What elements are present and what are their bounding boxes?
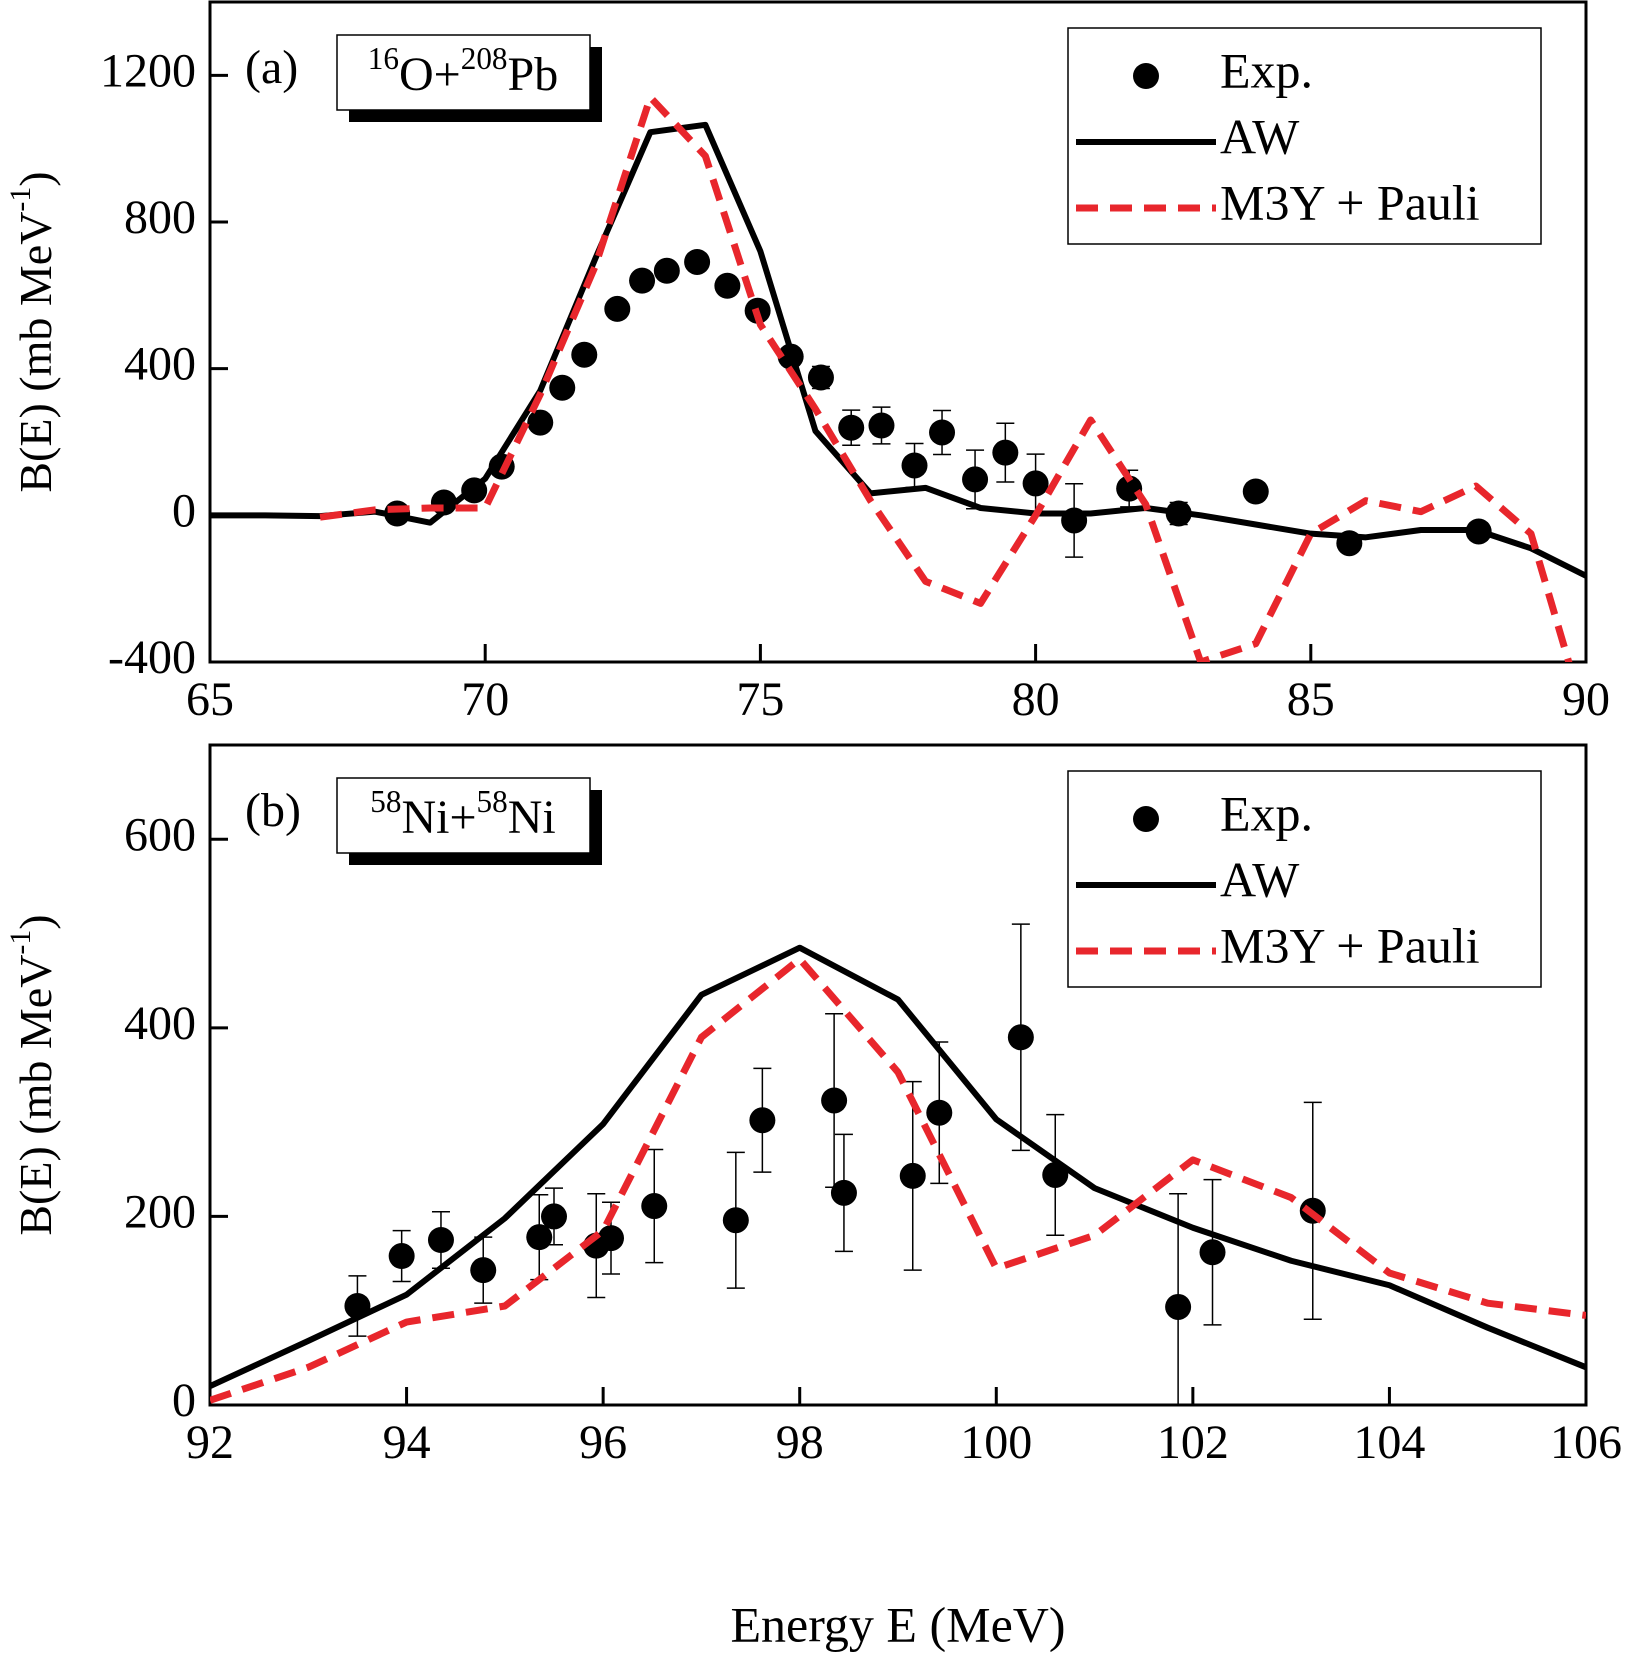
x-tick-label: 102 [1157,1416,1229,1469]
data-point [962,466,989,493]
x-tick-label: 96 [579,1416,627,1469]
legend-label: Exp. [1220,785,1313,841]
data-point [571,341,598,368]
data-point [1022,470,1049,497]
text-part: Ni+ [401,791,476,844]
data-point [821,1087,848,1114]
y-tick-label: 0 [172,1374,196,1427]
data-point [549,374,576,401]
data-point [992,439,1019,466]
data-point [526,1224,553,1251]
superscript: 16 [368,41,399,76]
superscript: 58 [370,784,401,819]
plot-frame [208,0,1588,664]
text-part: B(E) (mb MeV [10,955,61,1236]
annotation-box [336,34,591,111]
data-point [838,414,865,441]
plot-area [210,93,1586,662]
data-point [641,1193,668,1220]
x-tick-label: 98 [776,1416,824,1469]
y-tick-label: 200 [124,1185,196,1238]
y-axis-label: B(E) (mb MeV-1) [4,914,60,1235]
legend-marker [1133,806,1159,832]
data-point [807,364,834,391]
data-point [427,1227,454,1253]
data-point [830,1179,857,1206]
annotation-box [336,777,591,854]
superscript: 58 [477,784,508,819]
data-point [598,1225,625,1252]
y-tick-label: 0 [172,484,196,537]
data-point [1165,1293,1192,1320]
data-point [388,1243,415,1270]
text-part: O+ [399,48,461,101]
legend-label: M3Y + Pauli [1220,917,1480,973]
text-part: ) [10,914,61,929]
y-axis-label: B(E) (mb MeV-1) [4,171,60,492]
legend-label: AW [1220,108,1300,164]
text-part: B(E) (mb MeV [10,212,61,493]
data-point [629,267,656,294]
x-axis-label: Energy E (MeV) [730,1596,1065,1652]
x-tick-label: 80 [1012,673,1060,726]
annotation: 58Ni+58Ni [370,784,555,844]
data-point [899,1162,926,1189]
data-point [1007,1024,1034,1051]
x-tick-label: 90 [1562,673,1610,726]
legend-marker [1133,63,1159,89]
data-point [722,1207,749,1234]
x-tick-label: 106 [1550,1416,1622,1469]
data-point [929,419,956,446]
data-point [1199,1239,1226,1266]
x-tick-label: 65 [186,673,234,726]
x-tick-label: 104 [1353,1416,1425,1469]
y-tick-label: 600 [124,808,196,861]
text-part: ) [10,171,61,186]
legend-label: AW [1220,851,1300,907]
x-tick-label: 75 [736,673,784,726]
annotation: 16O+208Pb [368,41,558,101]
text-part: Ni [508,791,556,844]
y-tick-label: 800 [124,191,196,244]
superscript: -1 [4,187,37,212]
data-point [653,257,680,284]
line [210,955,1586,1404]
data-point [926,1099,953,1126]
panel-label: (b) [245,784,301,837]
line [210,944,1586,1389]
plot-frame [208,743,1588,1407]
x-tick-label: 92 [186,1416,234,1469]
superscript: 208 [461,41,508,76]
x-tick-label: 85 [1287,673,1335,726]
line [210,121,1586,579]
data-point [470,1257,497,1284]
y-tick-label: 400 [124,338,196,391]
superscript: -1 [4,930,37,955]
y-tick-label: -400 [108,631,196,684]
data-point [714,272,741,299]
x-tick-label: 70 [461,673,509,726]
plot-area [210,923,1586,1405]
data-point [541,1203,567,1230]
data-point [684,248,711,275]
data-point [868,412,895,439]
data-point [604,295,631,322]
panel-label: (a) [245,41,298,94]
y-tick-label: 400 [124,997,196,1050]
legend-label: Exp. [1220,42,1313,98]
x-tick-label: 100 [960,1416,1032,1469]
line [319,93,1573,662]
data-point [749,1107,776,1134]
data-point [901,452,928,479]
x-tick-label: 94 [383,1416,431,1469]
text-part: Pb [508,48,559,101]
data-point [527,409,554,436]
data-point [1242,478,1269,505]
legend-label: M3Y + Pauli [1220,174,1480,230]
y-tick-label: 1200 [100,44,196,97]
